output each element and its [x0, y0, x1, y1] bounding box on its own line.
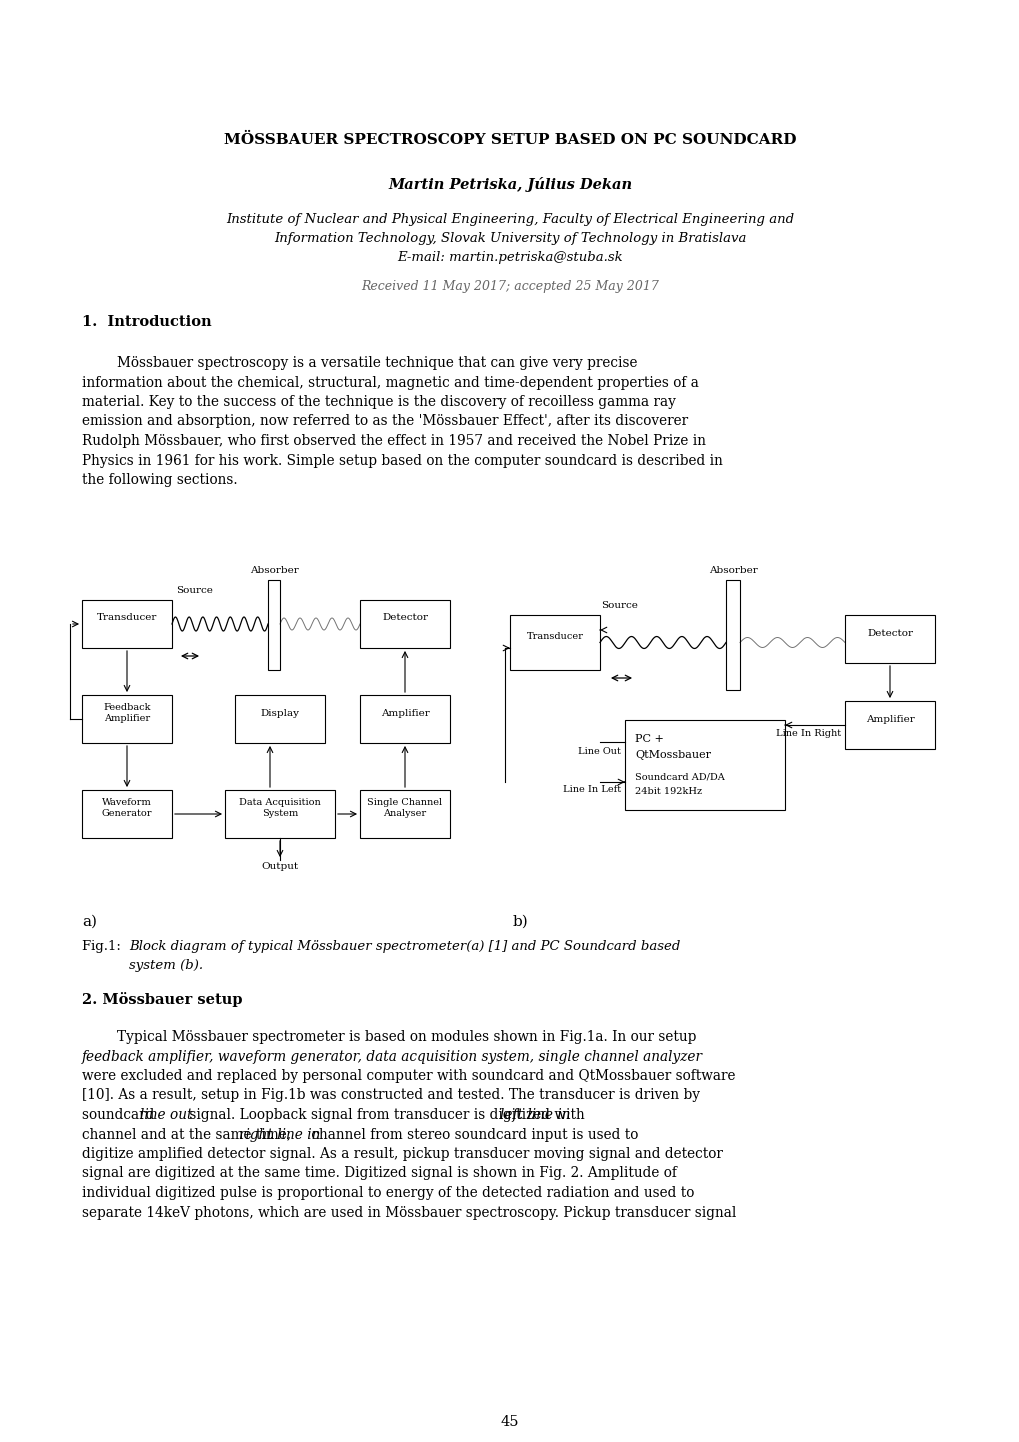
Text: Line In Right: Line In Right — [775, 728, 841, 737]
Text: QtMossbauer: QtMossbauer — [635, 750, 710, 760]
Text: E-mail: martin.petriska@stuba.sk: E-mail: martin.petriska@stuba.sk — [396, 251, 623, 264]
Text: system (b).: system (b). — [128, 959, 203, 972]
Text: individual digitized pulse is proportional to energy of the detected radiation a: individual digitized pulse is proportion… — [82, 1185, 694, 1200]
Text: material. Key to the success of the technique is the discovery of recoilless gam: material. Key to the success of the tech… — [82, 395, 676, 410]
Text: left line in: left line in — [499, 1107, 570, 1122]
Text: Mössbauer spectroscopy is a versatile technique that can give very precise: Mössbauer spectroscopy is a versatile te… — [82, 356, 637, 371]
Bar — [360, 695, 449, 743]
Text: channel and at the same time,: channel and at the same time, — [82, 1128, 296, 1142]
Text: Received 11 May 2017; accepted 25 May 2017: Received 11 May 2017; accepted 25 May 20… — [361, 280, 658, 293]
Text: Source: Source — [601, 601, 638, 610]
Text: feedback amplifier, waveform generator, data acquisition system, single channel : feedback amplifier, waveform generator, … — [82, 1050, 702, 1064]
Text: Information Technology, Slovak University of Technology in Bratislava: Information Technology, Slovak Universit… — [273, 232, 746, 245]
Text: right line in: right line in — [238, 1128, 320, 1142]
Text: b): b) — [513, 916, 528, 929]
Bar — [625, 720, 785, 810]
Text: Display: Display — [260, 708, 300, 718]
Text: Rudolph Mössbauer, who first observed the effect in 1957 and received the Nobel : Rudolph Mössbauer, who first observed th… — [82, 434, 705, 448]
Text: Absorber: Absorber — [708, 567, 757, 575]
Text: Transducer: Transducer — [526, 632, 583, 642]
Text: a): a) — [82, 916, 97, 929]
Bar — [360, 790, 449, 838]
Text: Absorber: Absorber — [250, 567, 299, 575]
Bar — [82, 695, 172, 743]
Text: Martin Petriska, Július Dekan: Martin Petriska, Július Dekan — [387, 177, 632, 192]
Text: Amplifier: Amplifier — [865, 714, 913, 724]
Text: 24bit 192kHz: 24bit 192kHz — [635, 787, 701, 796]
Text: Single Channel
Analyser: Single Channel Analyser — [367, 799, 442, 818]
Text: Feedback
Amplifier: Feedback Amplifier — [103, 704, 151, 722]
Text: were excluded and replaced by personal computer with soundcard and QtMossbauer s: were excluded and replaced by personal c… — [82, 1069, 735, 1083]
Bar — [82, 600, 172, 647]
Text: 1.  Introduction: 1. Introduction — [82, 314, 211, 329]
Text: 45: 45 — [500, 1415, 519, 1429]
Text: signal. Loopback signal from transducer is digitized with: signal. Loopback signal from transducer … — [184, 1107, 589, 1122]
Text: MÖSSBAUER SPECTROSCOPY SETUP BASED ON PC SOUNDCARD: MÖSSBAUER SPECTROSCOPY SETUP BASED ON PC… — [223, 133, 796, 147]
Text: Physics in 1961 for his work. Simple setup based on the computer soundcard is de: Physics in 1961 for his work. Simple set… — [82, 453, 722, 467]
Text: channel from stereo soundcard input is used to: channel from stereo soundcard input is u… — [307, 1128, 638, 1142]
Text: PC +: PC + — [635, 734, 663, 744]
Text: line out: line out — [140, 1107, 193, 1122]
Text: Transducer: Transducer — [97, 613, 157, 623]
Text: Data Acquisition
System: Data Acquisition System — [238, 799, 321, 818]
Text: Typical Mössbauer spectrometer is based on modules shown in Fig.1a. In our setup: Typical Mössbauer spectrometer is based … — [82, 1030, 696, 1044]
Text: Soundcard AD/DA: Soundcard AD/DA — [635, 771, 725, 782]
Text: Detector: Detector — [382, 613, 428, 623]
Text: Waveform
Generator: Waveform Generator — [102, 799, 152, 818]
Text: separate 14keV photons, which are used in Mössbauer spectroscopy. Pickup transdu: separate 14keV photons, which are used i… — [82, 1206, 736, 1220]
Text: 2. Mössbauer setup: 2. Mössbauer setup — [82, 992, 243, 1007]
Text: Institute of Nuclear and Physical Engineering, Faculty of Electrical Engineering: Institute of Nuclear and Physical Engine… — [226, 213, 793, 226]
Bar — [726, 580, 739, 691]
Bar — [844, 614, 934, 663]
Text: Amplifier: Amplifier — [380, 708, 429, 718]
Text: [10]. As a result, setup in Fig.1b was constructed and tested. The transducer is: [10]. As a result, setup in Fig.1b was c… — [82, 1089, 699, 1103]
Bar — [234, 695, 325, 743]
Text: Fig.1:: Fig.1: — [82, 940, 129, 953]
Text: Line Out: Line Out — [578, 747, 621, 757]
Text: Line In Left: Line In Left — [562, 786, 621, 795]
Bar — [360, 600, 449, 647]
Bar — [268, 580, 280, 671]
Text: emission and absorption, now referred to as the 'Mössbauer Effect', after its di: emission and absorption, now referred to… — [82, 414, 688, 428]
Text: information about the chemical, structural, magnetic and time-dependent properti: information about the chemical, structur… — [82, 375, 698, 389]
Text: signal are digitized at the same time. Digitized signal is shown in Fig. 2. Ampl: signal are digitized at the same time. D… — [82, 1167, 677, 1181]
Text: Block diagram of typical Mössbauer spectrometer(a) [1] and PC Soundcard based: Block diagram of typical Mössbauer spect… — [128, 940, 680, 953]
Text: soundcard: soundcard — [82, 1107, 159, 1122]
Text: digitize amplified detector signal. As a result, pickup transducer moving signal: digitize amplified detector signal. As a… — [82, 1146, 722, 1161]
Bar — [225, 790, 334, 838]
Text: Detector: Detector — [866, 629, 912, 637]
Text: the following sections.: the following sections. — [82, 473, 237, 487]
Bar — [510, 614, 599, 671]
Bar — [844, 701, 934, 748]
Text: Output: Output — [261, 862, 299, 871]
Text: Source: Source — [176, 585, 213, 596]
Bar — [82, 790, 172, 838]
